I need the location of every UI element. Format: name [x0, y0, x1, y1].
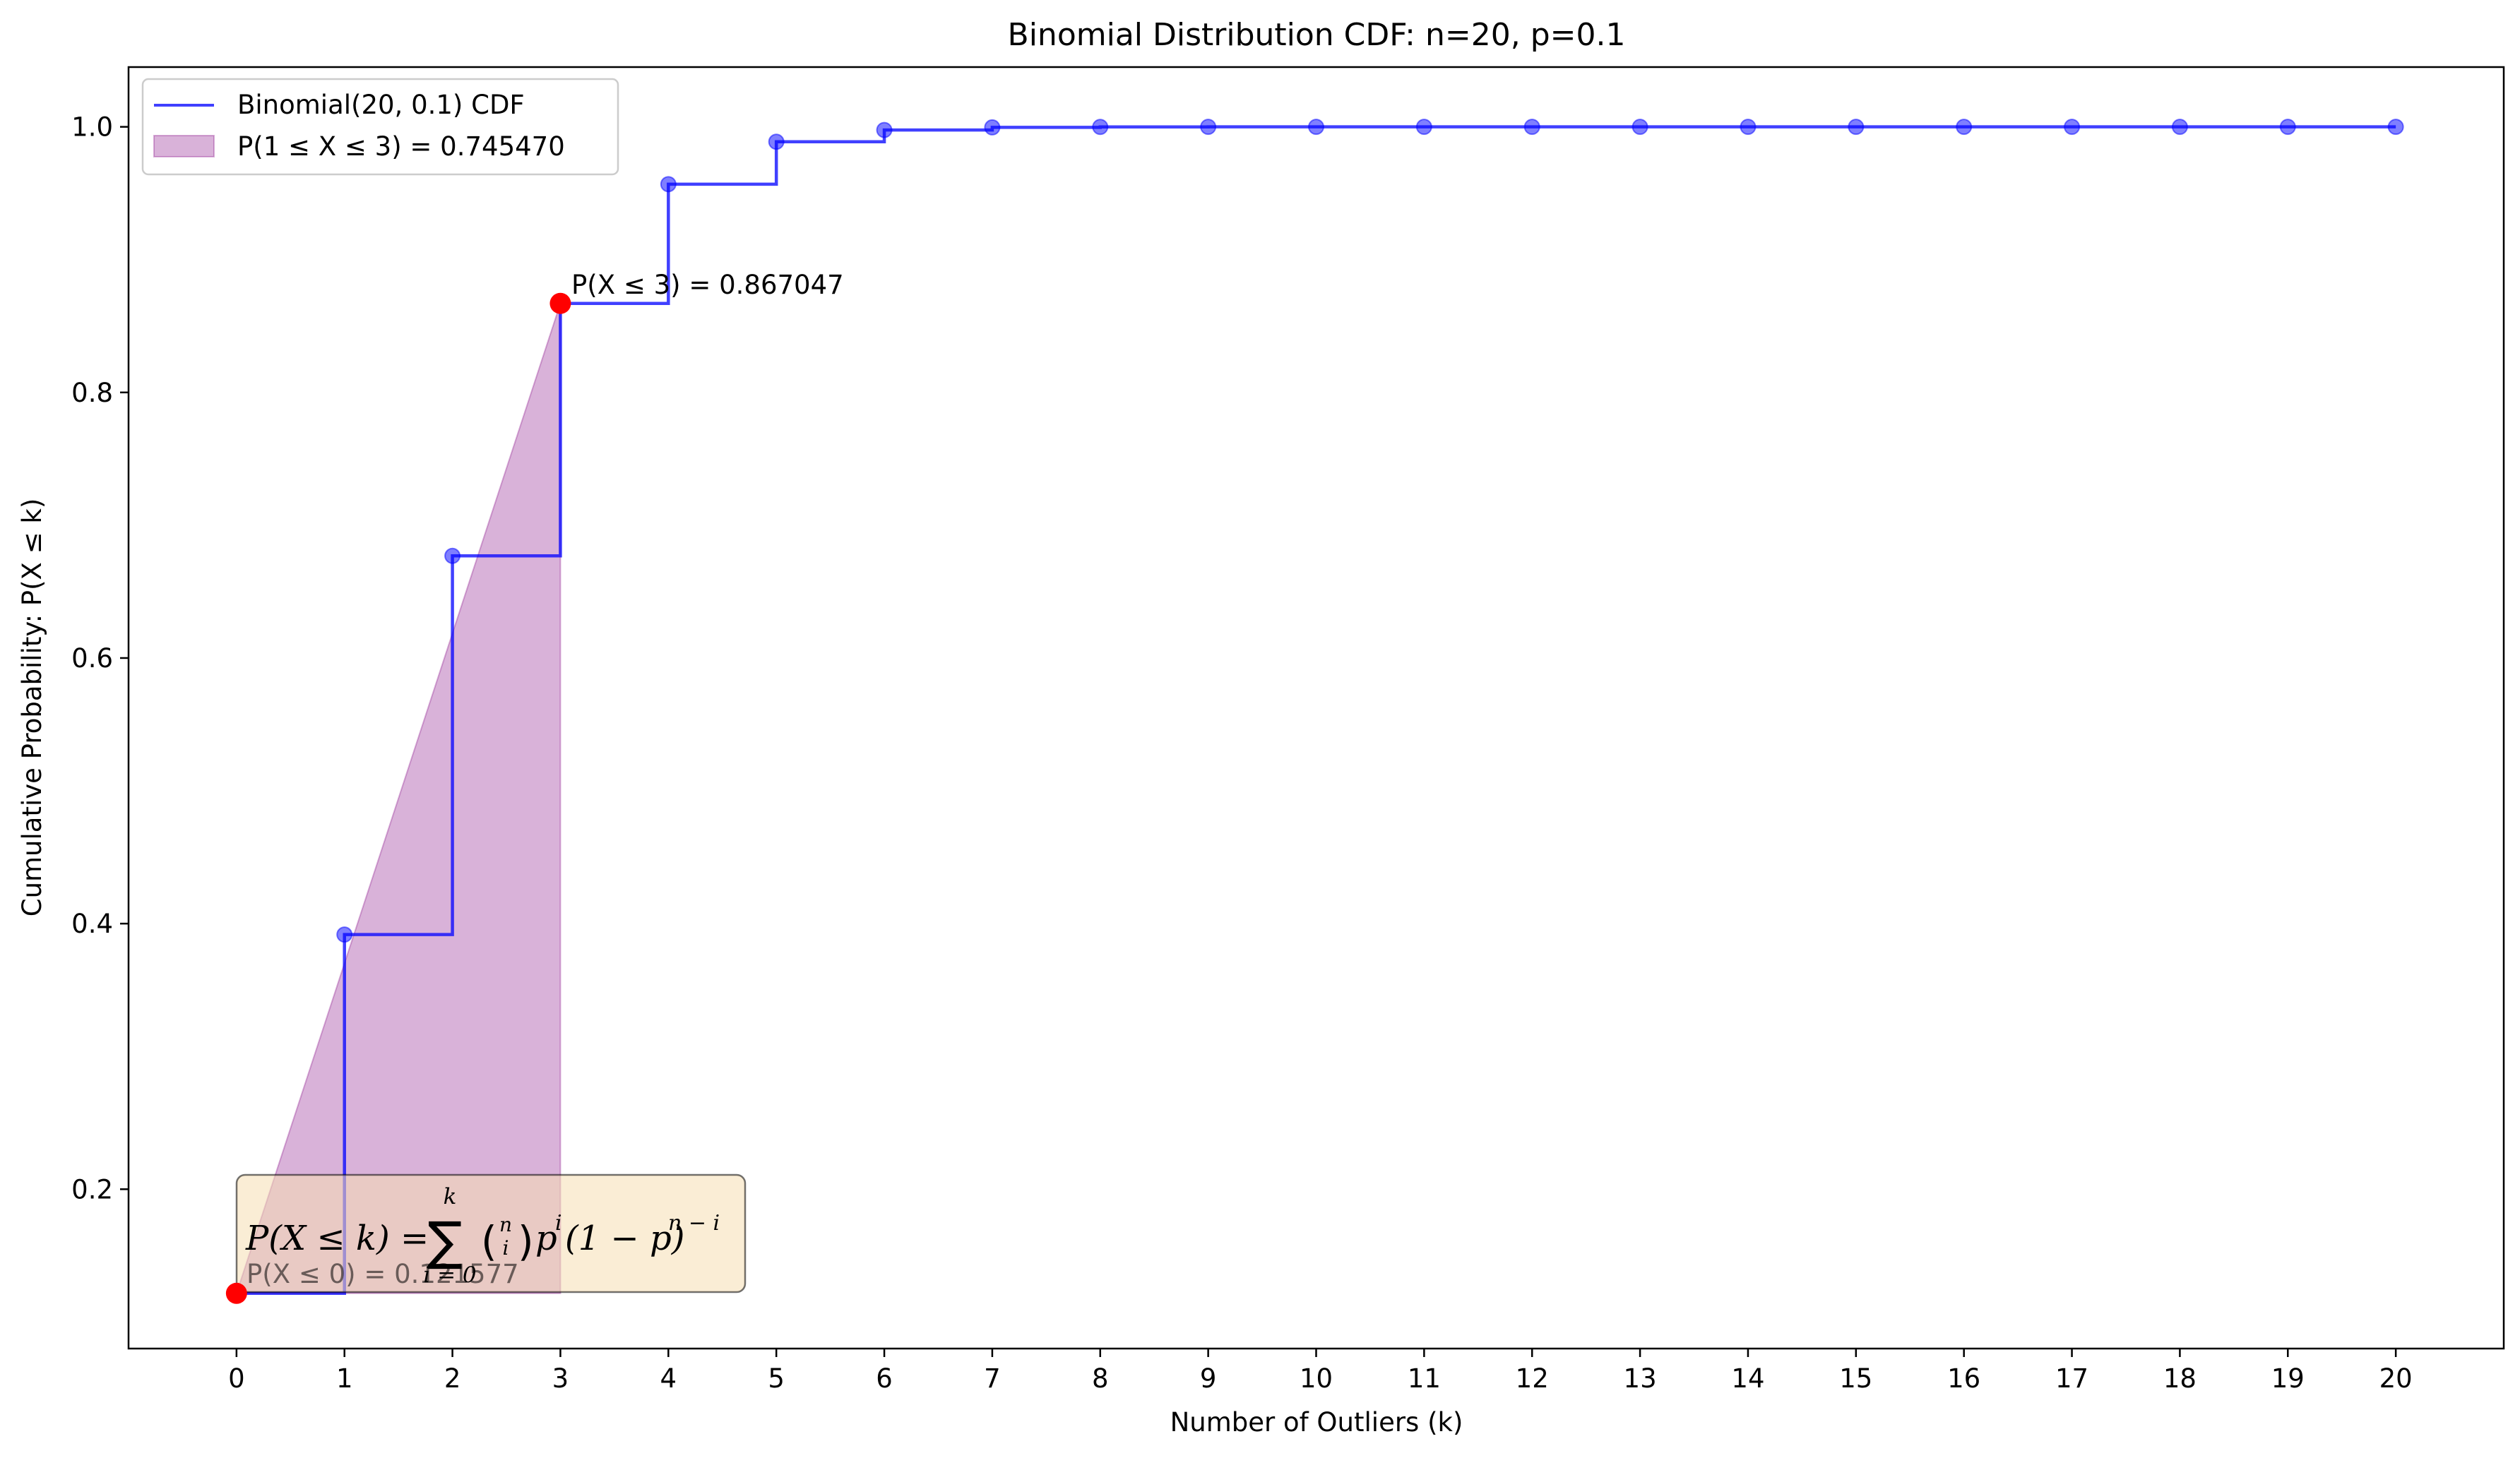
- highlight-point-0: [225, 1282, 247, 1304]
- cdf-marker-7: [984, 119, 1001, 136]
- annotation-point-0: P(X ≤ 0) = 0.121577: [246, 1259, 519, 1289]
- cdf-marker-4: [660, 176, 677, 193]
- cdf-marker-19: [2279, 119, 2296, 136]
- x-tick-label-1: 1: [336, 1363, 353, 1394]
- x-tick-label-5: 5: [768, 1363, 785, 1394]
- legend: Binomial(20, 0.1) CDF P(1 ≤ X ≤ 3) = 0.7…: [141, 78, 619, 176]
- cdf-marker-8: [1092, 119, 1109, 136]
- formula-binom-close: ): [518, 1217, 534, 1265]
- highlight-point-3: [549, 292, 571, 314]
- formula-binom-top: n: [499, 1213, 512, 1236]
- cdf-marker-10: [1308, 119, 1324, 136]
- x-tick-label-20: 20: [2379, 1363, 2413, 1394]
- formula-binom-bottom: i: [503, 1236, 509, 1260]
- cdf-marker-6: [876, 121, 893, 138]
- x-axis-label: Number of Outliers (k): [1170, 1407, 1463, 1438]
- formula-box: P(X ≤ k) = ∑ k i = 0 ( n i ) p i (1 − p)…: [235, 1173, 747, 1293]
- legend-label-cdf: Binomial(20, 0.1) CDF: [237, 90, 525, 120]
- legend-frame: [141, 78, 619, 176]
- cdf-marker-12: [1523, 119, 1540, 136]
- x-tick-label-6: 6: [876, 1363, 893, 1394]
- chart-title: Binomial Distribution CDF: n=20, p=0.1: [1008, 17, 1626, 53]
- cdf-marker-14: [1740, 119, 1757, 136]
- cdf-marker-17: [2064, 119, 2081, 136]
- x-tick-label-16: 16: [1947, 1363, 1980, 1394]
- x-tick-label-13: 13: [1624, 1363, 1657, 1394]
- x-tick-label-18: 18: [2163, 1363, 2197, 1394]
- formula-sum-symbol: ∑: [427, 1211, 463, 1272]
- x-tick-label-9: 9: [1200, 1363, 1217, 1394]
- formula-sum-lower: i = 0: [423, 1262, 476, 1288]
- formula-p: p: [535, 1219, 557, 1258]
- y-axis-label: Cumulative Probability: P(X ≤ k): [17, 498, 47, 917]
- cdf-marker-2: [444, 547, 461, 564]
- legend-fill-swatch: [153, 135, 215, 157]
- fill-region-layer: [235, 303, 561, 1294]
- y-tick-label-1: 0.4: [71, 909, 113, 939]
- formula-q-exponent: n − i: [668, 1211, 720, 1236]
- cdf-marker-1: [336, 926, 353, 943]
- y-axis: 0.2 0.4 0.6 0.8 1.0: [71, 112, 129, 1205]
- y-tick-label-3: 0.8: [71, 378, 113, 408]
- x-tick-label-0: 0: [228, 1363, 245, 1394]
- legend-label-fill: P(1 ≤ X ≤ 3) = 0.745470: [237, 131, 565, 162]
- formula-p-exponent: i: [555, 1211, 562, 1236]
- cdf-marker-16: [1956, 119, 1973, 136]
- y-tick-label-2: 0.6: [71, 643, 113, 674]
- formula-binom-open: (: [481, 1217, 497, 1265]
- fill-region: [235, 303, 561, 1294]
- cdf-marker-15: [1848, 119, 1865, 136]
- x-tick-label-12: 12: [1516, 1363, 1549, 1394]
- x-tick-label-10: 10: [1300, 1363, 1333, 1394]
- y-tick-label-4: 1.0: [71, 112, 113, 143]
- x-tick-label-2: 2: [444, 1363, 461, 1394]
- x-tick-label-15: 15: [1839, 1363, 1872, 1394]
- x-tick-label-3: 3: [552, 1363, 569, 1394]
- cdf-marker-5: [768, 133, 785, 150]
- x-tick-label-17: 17: [2055, 1363, 2088, 1394]
- cdf-marker-18: [2171, 119, 2188, 136]
- x-tick-label-19: 19: [2271, 1363, 2305, 1394]
- marker-layer: [228, 119, 2404, 1302]
- x-tick-label-14: 14: [1731, 1363, 1764, 1394]
- x-tick-label-4: 4: [660, 1363, 677, 1394]
- x-axis: 0 1 2 3 4 5 6 7 8 9 10 11 12 13 14 15 16 17 18 19 20: [228, 1349, 2413, 1394]
- formula-lhs: P(X ≤ k) =: [245, 1219, 429, 1258]
- formula-q: (1 − p): [565, 1219, 684, 1258]
- cdf-marker-13: [1632, 119, 1648, 136]
- formula-box-background: [235, 1173, 747, 1293]
- y-tick-label-0: 0.2: [71, 1174, 113, 1205]
- formula-sum-upper: k: [444, 1184, 457, 1209]
- cdf-marker-20: [2387, 119, 2404, 136]
- x-tick-label-7: 7: [984, 1363, 1001, 1394]
- annotation-point-3: P(X ≤ 3) = 0.867047: [571, 270, 844, 300]
- cdf-marker-11: [1415, 119, 1432, 136]
- x-tick-label-11: 11: [1408, 1363, 1441, 1394]
- highlight-layer: [225, 292, 571, 1304]
- x-tick-label-8: 8: [1092, 1363, 1109, 1394]
- cdf-marker-9: [1200, 119, 1217, 136]
